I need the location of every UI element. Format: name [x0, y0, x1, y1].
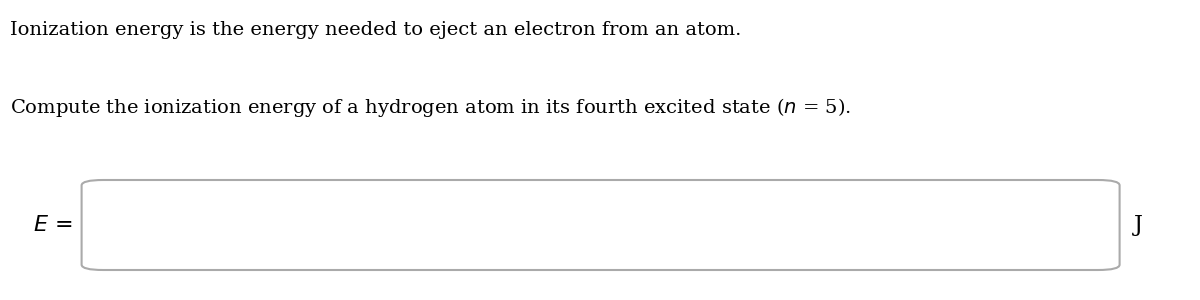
Text: Ionization energy is the energy needed to eject an electron from an atom.: Ionization energy is the energy needed t… [10, 21, 740, 39]
FancyBboxPatch shape [82, 180, 1120, 270]
Text: $E$ =: $E$ = [32, 214, 72, 236]
Text: Compute the ionization energy of a hydrogen atom in its fourth excited state ($n: Compute the ionization energy of a hydro… [10, 96, 851, 119]
Text: J: J [1134, 214, 1142, 236]
